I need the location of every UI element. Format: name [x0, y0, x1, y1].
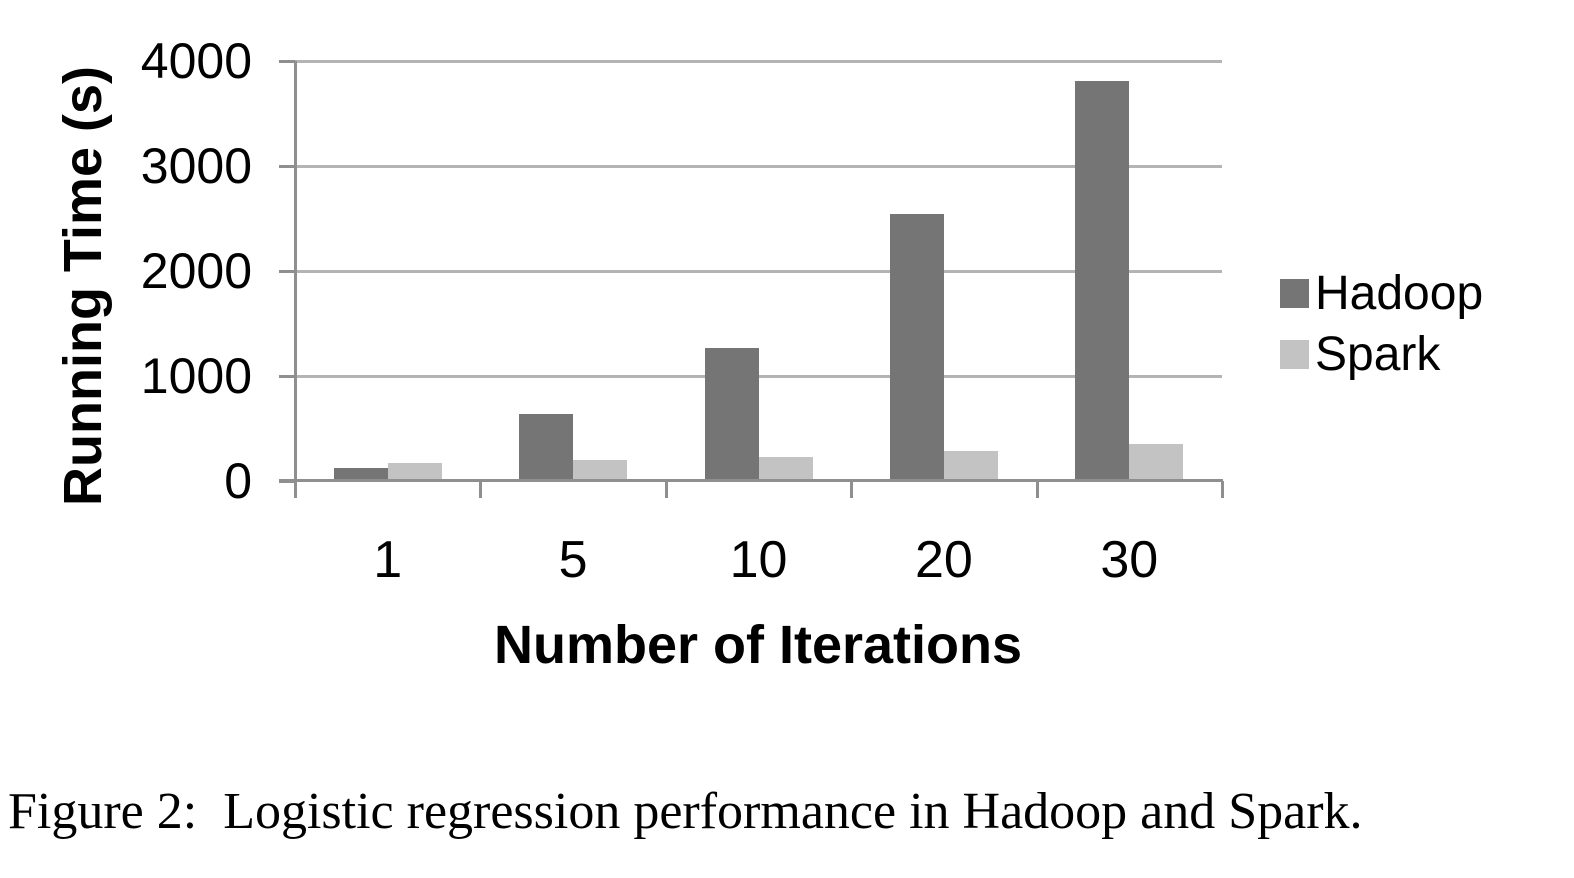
bar-hadoop-1: [333, 467, 388, 481]
x-tick-label-10: 10: [729, 531, 788, 589]
bar-hadoop-30: [1075, 80, 1130, 481]
bar-hadoop-10: [704, 347, 759, 481]
x-axis-title: Number of Iterations: [493, 615, 1023, 675]
x-tick-5: [664, 481, 668, 498]
bar-hadoop-20: [889, 214, 944, 481]
y-tick-label-0: 0: [224, 453, 252, 509]
legend-label-spark: Spark: [1315, 327, 1441, 381]
legend-item-hadoop: Hadoop: [1280, 266, 1484, 320]
x-tick-10: [850, 481, 854, 498]
y-axis-line: [294, 61, 297, 498]
legend-item-spark: Spark: [1280, 327, 1441, 381]
y-tick-label-2000: 2000: [140, 243, 252, 299]
x-tick-1: [479, 481, 483, 498]
bar-hadoop-5: [519, 414, 574, 481]
y-tick-label-3000: 3000: [140, 138, 252, 194]
bar-spark-10: [758, 457, 813, 481]
gridline-4000: [295, 60, 1222, 63]
x-tick-label-20: 20: [914, 531, 973, 589]
figure-caption: Figure 2: Logistic regression performanc…: [8, 783, 1363, 840]
x-tick-label-5: 5: [558, 531, 588, 589]
x-tick-label-30: 30: [1100, 531, 1159, 589]
y-tick-0: [279, 480, 295, 483]
bar-spark-20: [943, 450, 998, 481]
gridline-2000: [295, 270, 1222, 273]
y-tick-1000: [279, 375, 295, 378]
legend-label-hadoop: Hadoop: [1315, 266, 1484, 320]
legend-swatch-hadoop: [1280, 278, 1309, 308]
x-axis-line: [279, 479, 1223, 482]
legend-swatch-spark: [1280, 339, 1309, 369]
bar-spark-30: [1129, 444, 1184, 481]
bar-spark-5: [573, 460, 628, 481]
x-tick-20: [1035, 481, 1039, 498]
x-tick-30: [1221, 481, 1224, 498]
plot-area: [279, 60, 1224, 498]
gridline-3000: [295, 165, 1222, 168]
y-tick-3000: [279, 165, 295, 168]
y-tick-label-1000: 1000: [140, 348, 252, 404]
bar-spark-1: [387, 462, 442, 481]
gridline-1000: [295, 375, 1222, 378]
y-tick-2000: [279, 270, 295, 273]
y-tick-4000: [279, 60, 295, 63]
y-tick-label-4000: 4000: [140, 33, 252, 89]
x-tick-label-1: 1: [373, 531, 403, 589]
